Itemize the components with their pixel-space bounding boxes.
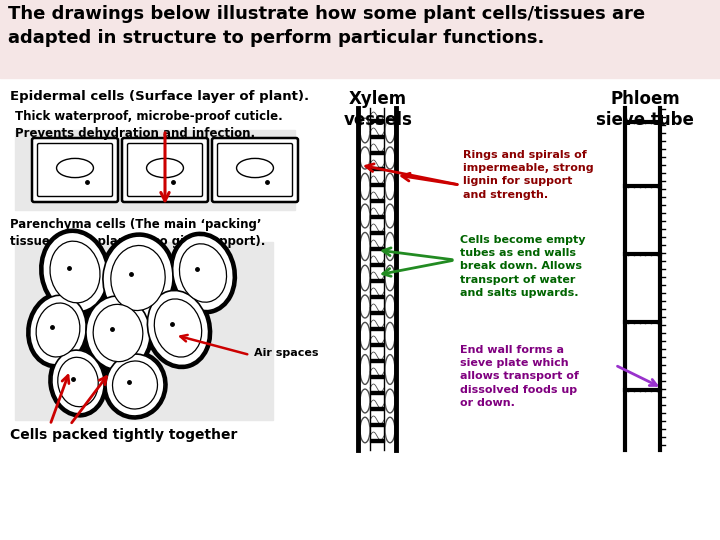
Ellipse shape	[147, 158, 184, 178]
Bar	[15, 242, 273, 420]
Ellipse shape	[148, 291, 209, 366]
Bar	[370, 327, 384, 330]
Bar	[370, 199, 384, 202]
Bar	[370, 183, 384, 186]
Ellipse shape	[385, 265, 395, 291]
Ellipse shape	[104, 352, 166, 418]
Ellipse shape	[36, 303, 80, 357]
Ellipse shape	[93, 305, 143, 362]
Ellipse shape	[360, 265, 370, 291]
Ellipse shape	[57, 158, 94, 178]
Bar	[370, 119, 384, 122]
Ellipse shape	[385, 295, 395, 318]
Bar	[370, 311, 384, 314]
Bar	[370, 391, 384, 394]
Ellipse shape	[385, 389, 395, 413]
Ellipse shape	[50, 348, 106, 416]
Ellipse shape	[154, 299, 202, 357]
Ellipse shape	[385, 204, 395, 228]
Text: Parenchyma cells (The main ‘packing’
tissue of the plant, also give support).: Parenchyma cells (The main ‘packing’ tis…	[10, 218, 266, 248]
Ellipse shape	[86, 296, 150, 370]
Bar	[370, 439, 384, 442]
Bar	[370, 151, 384, 154]
FancyBboxPatch shape	[127, 144, 202, 197]
Bar	[370, 167, 384, 170]
Ellipse shape	[237, 158, 274, 178]
Ellipse shape	[30, 295, 86, 365]
Bar	[370, 247, 384, 250]
Ellipse shape	[360, 295, 370, 318]
Ellipse shape	[111, 246, 165, 310]
Ellipse shape	[385, 233, 395, 260]
Ellipse shape	[360, 147, 370, 169]
Bar	[370, 359, 384, 362]
FancyBboxPatch shape	[212, 138, 298, 202]
Ellipse shape	[385, 322, 395, 349]
Bar	[370, 135, 384, 138]
Bar	[370, 407, 384, 410]
Ellipse shape	[106, 354, 164, 416]
Ellipse shape	[360, 355, 370, 384]
Ellipse shape	[360, 204, 370, 228]
Text: Xylem
vessels: Xylem vessels	[343, 90, 413, 129]
Bar	[370, 231, 384, 234]
Ellipse shape	[58, 357, 98, 407]
Bar	[370, 263, 384, 266]
Ellipse shape	[179, 244, 227, 302]
Ellipse shape	[103, 236, 173, 320]
Ellipse shape	[360, 417, 370, 443]
Text: The drawings below illustrate how some plant cells/tissues are
adapted in struct: The drawings below illustrate how some p…	[8, 5, 645, 48]
Ellipse shape	[84, 294, 152, 372]
Bar	[0, 0, 720, 78]
Ellipse shape	[173, 235, 233, 310]
FancyBboxPatch shape	[217, 144, 292, 197]
Ellipse shape	[52, 350, 104, 414]
Bar	[370, 375, 384, 378]
Ellipse shape	[112, 361, 158, 409]
FancyBboxPatch shape	[122, 138, 208, 202]
Text: Air spaces: Air spaces	[254, 348, 318, 358]
FancyBboxPatch shape	[32, 138, 118, 202]
Ellipse shape	[41, 230, 109, 314]
Text: Cells packed tightly together: Cells packed tightly together	[10, 428, 238, 442]
Bar	[370, 295, 384, 298]
Ellipse shape	[385, 118, 395, 143]
Text: Cells become empty
tubes as end walls
break down. Allows
transport of water
and : Cells become empty tubes as end walls br…	[460, 235, 585, 298]
Ellipse shape	[385, 355, 395, 384]
Bar	[370, 215, 384, 218]
Ellipse shape	[360, 118, 370, 143]
Bar	[370, 108, 384, 450]
Bar	[370, 423, 384, 426]
Ellipse shape	[145, 288, 210, 368]
Ellipse shape	[385, 173, 395, 200]
Ellipse shape	[360, 233, 370, 260]
Ellipse shape	[28, 293, 89, 367]
Ellipse shape	[360, 389, 370, 413]
Ellipse shape	[385, 417, 395, 443]
Ellipse shape	[360, 322, 370, 349]
Ellipse shape	[171, 233, 235, 313]
Text: Phloem
sieve tube: Phloem sieve tube	[596, 90, 694, 129]
Bar	[15, 130, 295, 210]
Text: Rings and spirals of
impermeable, strong
lignin for support
and strength.: Rings and spirals of impermeable, strong…	[463, 150, 593, 200]
Ellipse shape	[42, 232, 107, 312]
Ellipse shape	[50, 241, 100, 303]
Ellipse shape	[101, 234, 175, 322]
Text: Thick waterproof, microbe-proof cuticle.
Prevents dehydration and infection.: Thick waterproof, microbe-proof cuticle.…	[15, 110, 283, 140]
FancyBboxPatch shape	[37, 144, 112, 197]
Bar	[370, 343, 384, 346]
Ellipse shape	[360, 173, 370, 200]
Text: Epidermal cells (Surface layer of plant).: Epidermal cells (Surface layer of plant)…	[10, 90, 309, 103]
Text: End wall forms a
sieve plate which
allows transport of
dissolved foods up
or dow: End wall forms a sieve plate which allow…	[460, 345, 579, 408]
Bar	[626, 108, 659, 450]
Ellipse shape	[385, 147, 395, 169]
Bar	[370, 279, 384, 282]
